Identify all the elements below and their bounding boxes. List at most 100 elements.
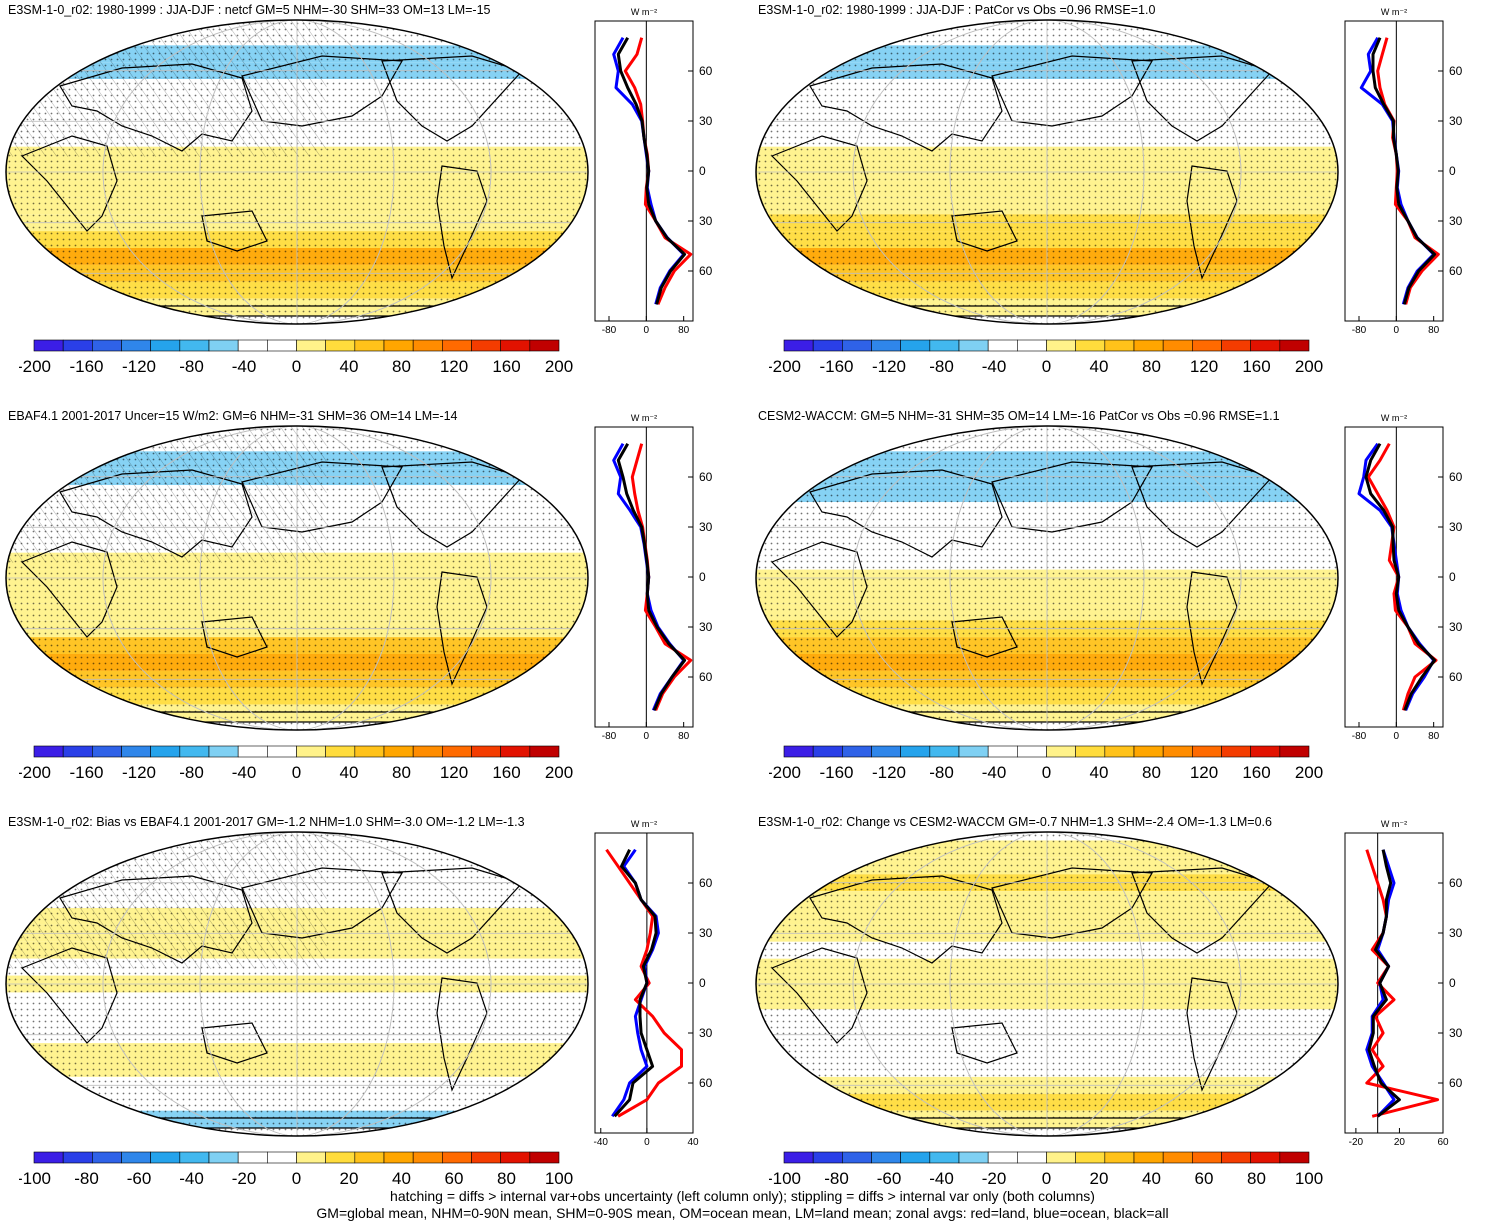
colorbar-swatch bbox=[872, 340, 901, 351]
zonal-frame bbox=[595, 833, 693, 1133]
colorbar-swatch bbox=[501, 746, 530, 757]
global-map bbox=[2, 422, 592, 734]
zonal-units: W m⁻² bbox=[1381, 7, 1407, 17]
colorbar-tick-label: 0 bbox=[292, 357, 301, 376]
colorbar-swatch bbox=[355, 746, 384, 757]
colorbar-swatch bbox=[472, 1152, 501, 1163]
zonal-units: W m⁻² bbox=[631, 7, 657, 17]
colorbar-swatch bbox=[1222, 1152, 1251, 1163]
lat-tick-label: 30S bbox=[699, 214, 713, 228]
zonal-xtick-label: 80 bbox=[1428, 731, 1440, 739]
global-map bbox=[2, 16, 592, 328]
colorbar-tick-label: -80 bbox=[74, 1169, 99, 1188]
panel-title: EBAF4.1 2001-2017 Uncer=15 W/m2: GM=6 NH… bbox=[8, 409, 458, 423]
colorbar-tick-label: -160 bbox=[819, 357, 853, 376]
colorbar-tick-label: 40 bbox=[1090, 357, 1109, 376]
footer-line-1: hatching = diffs > internal var+obs unce… bbox=[0, 1188, 1485, 1205]
lat-tick-label: 30N bbox=[1449, 520, 1463, 534]
colorbar-swatch bbox=[813, 746, 842, 757]
colorbar-swatch bbox=[151, 340, 180, 351]
zonal-xtick-label: 0 bbox=[1394, 731, 1400, 739]
colorbar-tick-label: 60 bbox=[445, 1169, 464, 1188]
colorbar-swatch bbox=[34, 1152, 63, 1163]
colorbar-tick-label: -120 bbox=[872, 357, 906, 376]
colorbar-swatch bbox=[842, 340, 871, 351]
colorbar-swatch bbox=[472, 340, 501, 351]
colorbar-tick-label: -200 bbox=[19, 763, 51, 782]
colorbar-swatch bbox=[413, 1152, 442, 1163]
zonal-units: W m⁻² bbox=[1381, 819, 1407, 829]
colorbar-swatch bbox=[92, 746, 121, 757]
colorbar-swatch bbox=[472, 746, 501, 757]
lat-tick-label: 30S bbox=[1449, 214, 1463, 228]
zonal-xtick-label: 0 bbox=[644, 1137, 650, 1145]
zonal-xtick-label: 0 bbox=[1394, 325, 1400, 333]
colorbar-tick-label: 120 bbox=[440, 763, 468, 782]
colorbar-swatch bbox=[63, 746, 92, 757]
colorbar-tick-label: -60 bbox=[127, 1169, 152, 1188]
colorbar-tick-label: 0 bbox=[292, 763, 301, 782]
colorbar-tick-label: -200 bbox=[769, 763, 801, 782]
colorbar-tick-label: 200 bbox=[1295, 357, 1323, 376]
colorbar-swatch bbox=[530, 340, 559, 351]
zonal-xtick-label: -20 bbox=[1349, 1137, 1364, 1145]
colorbar-tick-label: -40 bbox=[982, 357, 1007, 376]
colorbar-swatch bbox=[63, 1152, 92, 1163]
panel-title: E3SM-1-0_r02: Bias vs EBAF4.1 2001-2017 … bbox=[8, 815, 525, 829]
colorbar-tick-label: 80 bbox=[392, 763, 411, 782]
colorbar-swatch bbox=[1280, 746, 1309, 757]
colorbar-swatch bbox=[930, 340, 959, 351]
colorbar-tick-label: 40 bbox=[340, 763, 359, 782]
global-map bbox=[2, 828, 592, 1140]
colorbar-swatch bbox=[1134, 340, 1163, 351]
colorbar-swatch bbox=[1047, 340, 1076, 351]
colorbar-swatch bbox=[1017, 340, 1046, 351]
colorbar-tick-label: 40 bbox=[392, 1169, 411, 1188]
colorbar-tick-label: -100 bbox=[19, 1169, 51, 1188]
colorbar-tick-label: 40 bbox=[340, 357, 359, 376]
colorbar-swatch bbox=[92, 1152, 121, 1163]
colorbar-swatch bbox=[930, 1152, 959, 1163]
global-map bbox=[752, 828, 1342, 1140]
colorbar-swatch bbox=[930, 746, 959, 757]
colorbar-tick-label: 0 bbox=[1042, 1169, 1051, 1188]
colorbar-tick-label: -80 bbox=[824, 1169, 849, 1188]
colorbar-swatch bbox=[384, 1152, 413, 1163]
zonal-frame bbox=[595, 427, 693, 727]
colorbar-swatch bbox=[122, 340, 151, 351]
colorbar-swatch bbox=[355, 1152, 384, 1163]
lat-tick-label: 60S bbox=[699, 670, 713, 684]
lat-tick-label: 30N bbox=[699, 520, 713, 534]
colorbar-tick-label: -160 bbox=[69, 357, 103, 376]
colorbar-tick-label: 40 bbox=[1090, 763, 1109, 782]
colorbar-tick-label: -40 bbox=[232, 763, 257, 782]
lat-tick-label: 30S bbox=[699, 620, 713, 634]
colorbar-swatch bbox=[959, 1152, 988, 1163]
colorbar-swatch bbox=[1163, 340, 1192, 351]
colorbar-swatch bbox=[1222, 340, 1251, 351]
lat-tick-label: 30N bbox=[699, 926, 713, 940]
colorbar-tick-label: -80 bbox=[179, 763, 204, 782]
colorbar-swatch bbox=[959, 340, 988, 351]
lat-tick-label: 0 bbox=[1449, 164, 1456, 178]
colorbar-swatch bbox=[1163, 746, 1192, 757]
zonal-frame bbox=[1345, 21, 1443, 321]
zonal-line-land bbox=[607, 850, 682, 1117]
colorbar-tick-label: -160 bbox=[69, 763, 103, 782]
colorbar-swatch bbox=[209, 746, 238, 757]
colorbar-tick-label: -80 bbox=[179, 357, 204, 376]
colorbar-swatch bbox=[901, 1152, 930, 1163]
colorbar-swatch bbox=[501, 340, 530, 351]
colorbar-tick-label: 0 bbox=[292, 1169, 301, 1188]
colorbar-swatch bbox=[813, 1152, 842, 1163]
colorbar-tick-label: 160 bbox=[492, 357, 520, 376]
colorbar-swatch bbox=[872, 746, 901, 757]
colorbar-swatch bbox=[1163, 1152, 1192, 1163]
colorbar-swatch bbox=[872, 1152, 901, 1163]
colorbar-swatch bbox=[92, 340, 121, 351]
colorbar-tick-label: 200 bbox=[1295, 763, 1323, 782]
colorbar-swatch bbox=[901, 746, 930, 757]
